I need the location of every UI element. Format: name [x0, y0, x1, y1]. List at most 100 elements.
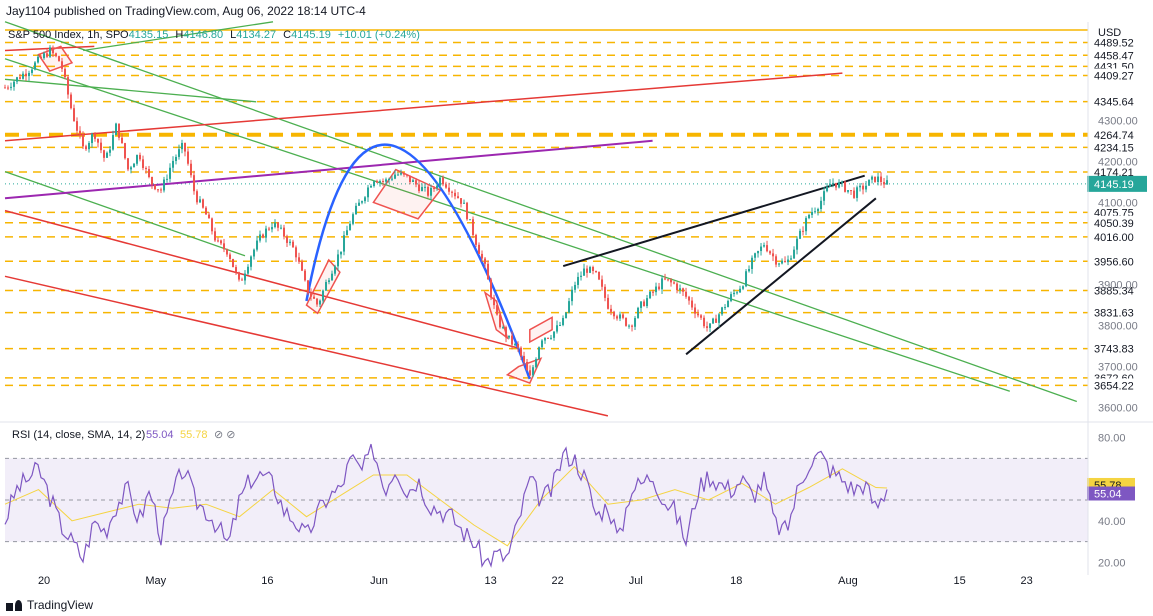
candle[interactable]	[790, 255, 793, 261]
candle[interactable]	[286, 234, 289, 247]
candle[interactable]	[337, 249, 340, 271]
candle[interactable]	[382, 178, 385, 187]
candle[interactable]	[823, 186, 826, 206]
green-channel-line-3[interactable]	[4, 21, 1078, 403]
candle[interactable]	[742, 285, 745, 291]
candle[interactable]	[202, 198, 205, 209]
candle[interactable]	[421, 183, 424, 192]
candle[interactable]	[121, 133, 124, 144]
candle[interactable]	[505, 325, 508, 343]
candle[interactable]	[622, 312, 625, 320]
candle[interactable]	[802, 226, 805, 236]
candle[interactable]	[862, 182, 865, 195]
candle[interactable]	[883, 178, 886, 189]
candle[interactable]	[745, 269, 748, 288]
candle[interactable]	[220, 239, 223, 246]
candle[interactable]	[100, 138, 103, 154]
candle[interactable]	[148, 165, 151, 179]
candle[interactable]	[13, 80, 16, 91]
candle[interactable]	[358, 199, 361, 206]
candle[interactable]	[118, 123, 121, 141]
candle[interactable]	[859, 183, 862, 192]
candle[interactable]	[619, 311, 622, 322]
candle[interactable]	[289, 239, 292, 246]
candle[interactable]	[61, 57, 64, 73]
candle[interactable]	[739, 285, 742, 293]
candle[interactable]	[400, 169, 403, 176]
candle[interactable]	[178, 144, 181, 160]
candle[interactable]	[673, 280, 676, 285]
candle[interactable]	[853, 187, 856, 199]
candle[interactable]	[280, 224, 283, 230]
candle[interactable]	[328, 277, 331, 285]
candle[interactable]	[409, 175, 412, 185]
candle[interactable]	[196, 189, 199, 205]
candle[interactable]	[751, 255, 754, 274]
candle[interactable]	[205, 206, 208, 215]
candle[interactable]	[457, 192, 460, 199]
candle[interactable]	[766, 240, 769, 253]
candle[interactable]	[526, 358, 529, 371]
candle[interactable]	[157, 189, 160, 193]
candle[interactable]	[346, 225, 349, 236]
candle[interactable]	[508, 335, 511, 340]
candle[interactable]	[688, 295, 691, 305]
candle[interactable]	[301, 259, 304, 272]
candle[interactable]	[715, 314, 718, 323]
candle[interactable]	[388, 177, 391, 184]
candle[interactable]	[454, 189, 457, 200]
candle[interactable]	[169, 163, 172, 183]
candle[interactable]	[553, 331, 556, 341]
candle[interactable]	[211, 217, 214, 235]
candle[interactable]	[865, 180, 868, 193]
candle[interactable]	[436, 181, 439, 191]
candle[interactable]	[820, 196, 823, 212]
candle[interactable]	[271, 222, 274, 233]
candle[interactable]	[478, 242, 481, 255]
candle[interactable]	[109, 146, 112, 157]
candle[interactable]	[139, 152, 142, 162]
candle[interactable]	[73, 104, 76, 122]
candle[interactable]	[484, 256, 487, 269]
candle[interactable]	[319, 299, 322, 308]
candle[interactable]	[193, 170, 196, 195]
candle[interactable]	[361, 200, 364, 205]
candle[interactable]	[136, 154, 139, 166]
candle[interactable]	[262, 233, 265, 239]
candle[interactable]	[682, 287, 685, 296]
candle[interactable]	[877, 172, 880, 186]
candle[interactable]	[550, 334, 553, 340]
candle[interactable]	[577, 272, 580, 289]
candle[interactable]	[160, 187, 163, 194]
candle[interactable]	[607, 294, 610, 310]
wedge-line-1[interactable]	[685, 197, 877, 356]
candle[interactable]	[856, 185, 859, 202]
candle[interactable]	[277, 221, 280, 232]
candle[interactable]	[364, 196, 367, 204]
candle[interactable]	[787, 255, 790, 266]
candle[interactable]	[112, 130, 115, 151]
candle[interactable]	[145, 166, 148, 174]
candle[interactable]	[463, 199, 466, 204]
candle[interactable]	[235, 264, 238, 275]
candle[interactable]	[835, 182, 838, 191]
candle[interactable]	[868, 179, 871, 186]
candle[interactable]	[655, 282, 658, 296]
candle[interactable]	[214, 227, 217, 242]
candle[interactable]	[424, 182, 427, 192]
candle[interactable]	[517, 341, 520, 352]
candle[interactable]	[67, 75, 70, 99]
candle[interactable]	[379, 179, 382, 187]
green-channel-line-1[interactable]	[4, 170, 246, 257]
candle[interactable]	[283, 224, 286, 240]
candle[interactable]	[532, 365, 535, 378]
candle[interactable]	[307, 280, 310, 295]
candle[interactable]	[16, 76, 19, 85]
candle[interactable]	[661, 275, 664, 295]
candle[interactable]	[784, 256, 787, 263]
candle[interactable]	[511, 331, 514, 350]
candle[interactable]	[433, 186, 436, 192]
candle[interactable]	[718, 312, 721, 328]
candle[interactable]	[727, 299, 730, 308]
candle[interactable]	[658, 282, 661, 291]
